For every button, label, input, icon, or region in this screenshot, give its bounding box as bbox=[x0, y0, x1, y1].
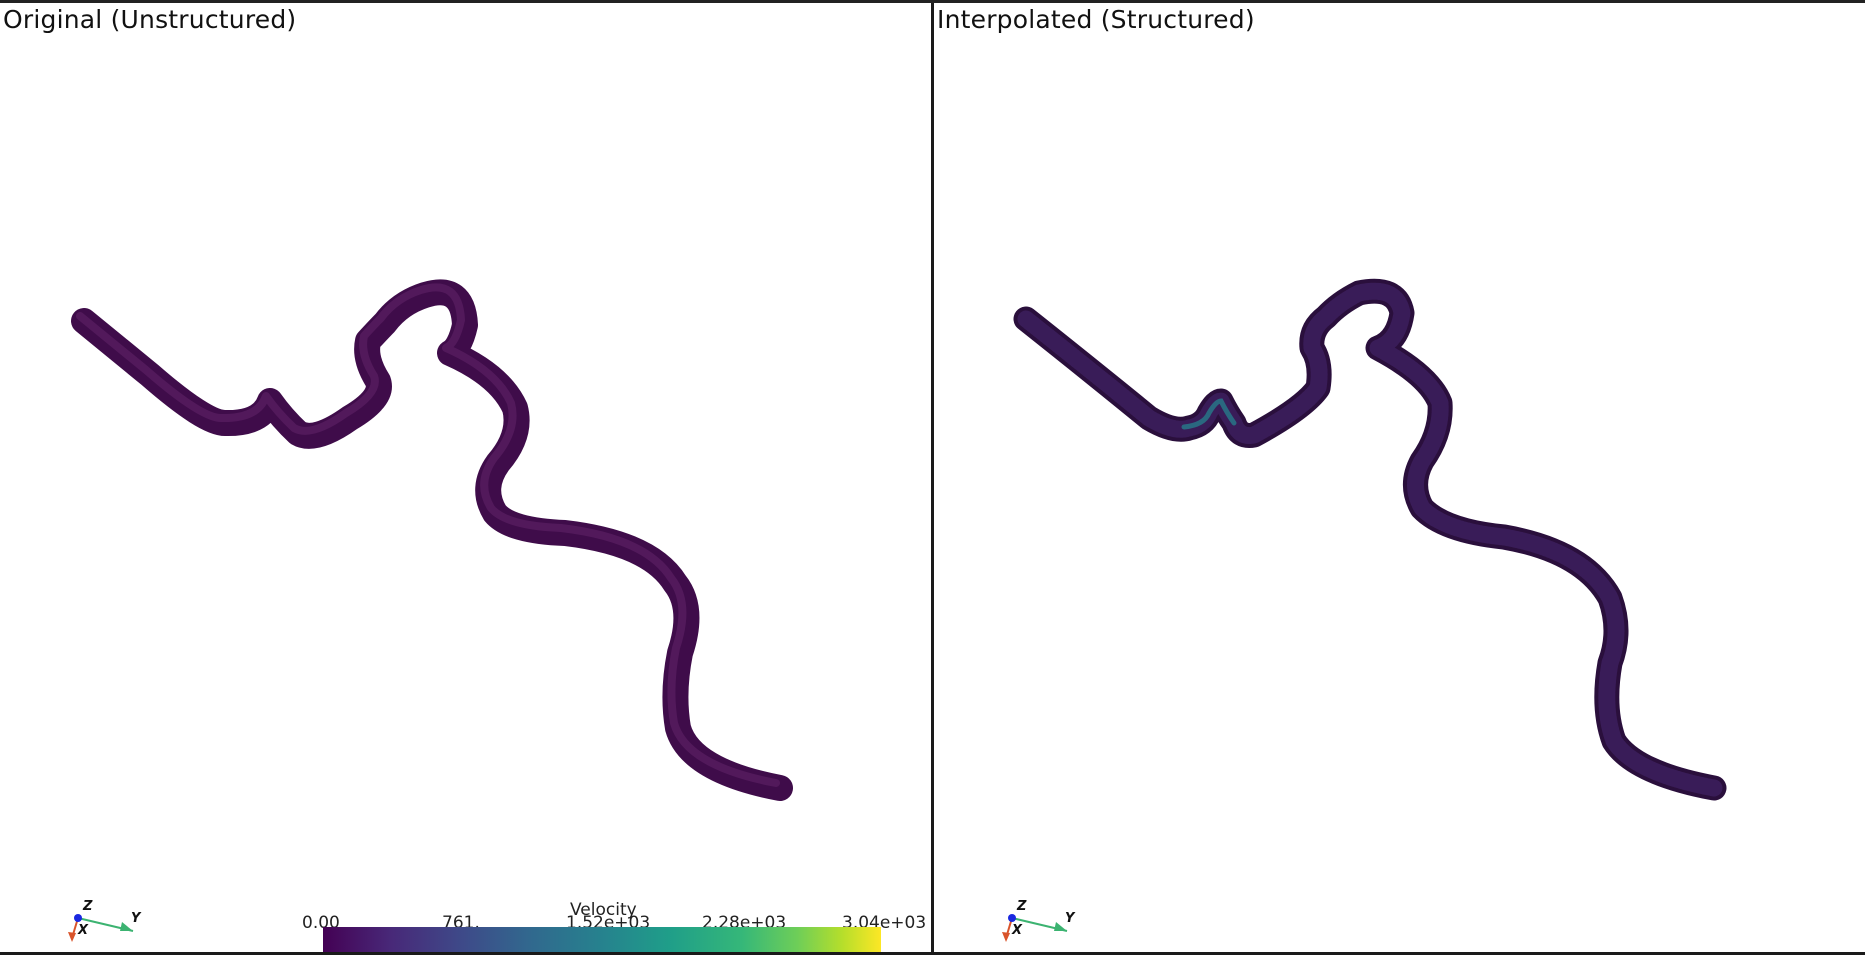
axis-y-label: Y bbox=[1065, 911, 1076, 926]
orientation-axes-left: Z X Y bbox=[68, 899, 142, 942]
axis-z-label: Z bbox=[82, 899, 93, 914]
original-vessel-render[interactable] bbox=[0, 3, 931, 955]
axis-y-label: Y bbox=[131, 911, 142, 926]
original-vessel-tube bbox=[71, 279, 793, 801]
interpolated-vessel-render[interactable] bbox=[934, 3, 1865, 955]
interpolated-view-title: Interpolated (Structured) bbox=[937, 5, 1255, 34]
orientation-axes-right: Z X Y bbox=[1002, 899, 1076, 942]
axis-z-label: Z bbox=[1016, 899, 1027, 914]
interpolated-viewport[interactable]: Interpolated (Structured) Z X Y bbox=[934, 3, 1865, 955]
velocity-colorbar: Velocity 0.00 761. 1.52e+03 2.28e+03 3.0… bbox=[300, 900, 931, 955]
axis-x-label: X bbox=[77, 923, 89, 938]
original-viewport[interactable]: Original (Unstructured) Z X Y Velocity 0… bbox=[0, 3, 931, 955]
original-view-title: Original (Unstructured) bbox=[3, 5, 297, 34]
colorbar-title: Velocity bbox=[570, 900, 637, 920]
window-bottom-border bbox=[0, 952, 1865, 955]
axis-x-label: X bbox=[1011, 923, 1023, 938]
viewport-divider[interactable] bbox=[931, 3, 934, 955]
colorbar-gradient bbox=[323, 927, 881, 955]
